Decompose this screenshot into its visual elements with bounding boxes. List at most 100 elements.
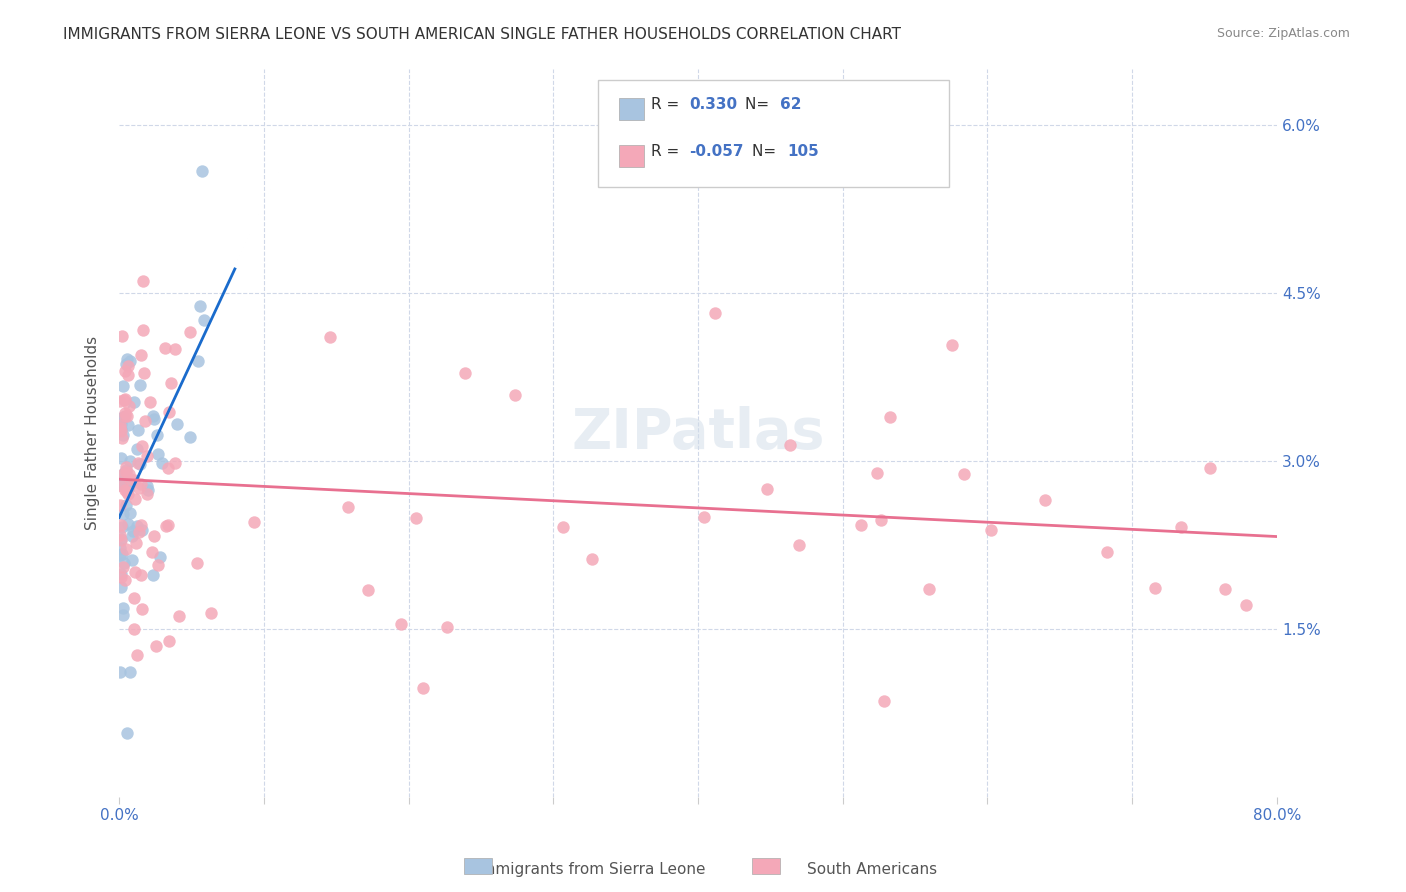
Point: [114, 357, 136, 371]
Point: [179, 326, 201, 340]
Point: [124, 395, 146, 409]
Point: [131, 476, 153, 491]
Point: [122, 623, 145, 637]
Point: [112, 410, 135, 425]
Point: [111, 467, 134, 481]
Point: [118, 399, 141, 413]
Point: [112, 560, 135, 574]
Point: [1213, 582, 1236, 597]
Point: [980, 523, 1002, 537]
Point: [118, 467, 141, 481]
Point: [118, 479, 141, 493]
Point: [115, 465, 138, 479]
Point: [115, 498, 138, 512]
Point: [118, 454, 141, 468]
Text: -0.057: -0.057: [689, 145, 744, 159]
Point: [704, 305, 727, 319]
Text: N=: N=: [752, 145, 782, 159]
Point: [112, 392, 135, 407]
Point: [870, 513, 893, 527]
Text: South Americans: South Americans: [807, 863, 936, 877]
Point: [125, 442, 148, 456]
Point: [125, 648, 148, 663]
Point: [114, 392, 136, 406]
Point: [1144, 581, 1167, 595]
Point: [111, 547, 134, 561]
Point: [114, 556, 136, 570]
Point: [142, 411, 165, 425]
Point: [918, 582, 941, 596]
Point: [131, 439, 153, 453]
Point: [145, 639, 167, 653]
Point: [112, 507, 135, 521]
Point: [454, 366, 477, 380]
Point: [150, 456, 173, 470]
Point: [131, 523, 153, 537]
Point: [157, 518, 180, 533]
Point: [131, 274, 153, 288]
Point: [136, 483, 159, 498]
Point: [117, 483, 139, 498]
Point: [110, 528, 132, 542]
Point: [134, 414, 156, 428]
Point: [127, 456, 149, 470]
Point: [142, 529, 165, 543]
Point: [165, 456, 187, 470]
Point: [157, 461, 180, 475]
Point: [167, 609, 190, 624]
Point: [129, 518, 152, 533]
Point: [110, 533, 132, 548]
Point: [165, 342, 187, 356]
Point: [110, 665, 132, 679]
Point: [114, 409, 136, 424]
Point: [111, 520, 134, 534]
Point: [117, 359, 139, 373]
Text: Immigrants from Sierra Leone: Immigrants from Sierra Leone: [475, 863, 706, 877]
Point: [879, 409, 901, 424]
Point: [125, 536, 148, 550]
Point: [111, 601, 134, 615]
Text: R =: R =: [651, 145, 685, 159]
Point: [155, 519, 177, 533]
Point: [117, 516, 139, 531]
Point: [110, 417, 132, 431]
Point: [149, 549, 172, 564]
Point: [242, 515, 264, 529]
Point: [110, 518, 132, 533]
Point: [142, 409, 165, 424]
Point: [153, 341, 176, 355]
Point: [118, 353, 141, 368]
Point: [110, 533, 132, 547]
Point: [112, 428, 135, 442]
Point: [110, 548, 132, 562]
Point: [779, 438, 801, 452]
Point: [148, 558, 170, 573]
Point: [117, 368, 139, 383]
Point: [110, 393, 132, 408]
Point: [157, 405, 180, 419]
Point: [179, 430, 201, 444]
Text: Source: ZipAtlas.com: Source: ZipAtlas.com: [1216, 27, 1350, 40]
Point: [129, 568, 152, 582]
Point: [129, 378, 152, 392]
Point: [412, 681, 434, 695]
Point: [115, 460, 138, 475]
Point: [114, 541, 136, 556]
Point: [357, 582, 380, 597]
Point: [756, 483, 779, 497]
Point: [131, 602, 153, 616]
Point: [114, 574, 136, 588]
Point: [122, 524, 145, 538]
Point: [186, 557, 208, 571]
Point: [505, 388, 527, 402]
Point: [110, 451, 132, 466]
Point: [110, 477, 132, 491]
Point: [110, 411, 132, 425]
Point: [160, 376, 183, 391]
Point: [190, 164, 212, 178]
Point: [146, 427, 169, 442]
Point: [128, 481, 150, 495]
Point: [125, 519, 148, 533]
Point: [117, 417, 139, 432]
Point: [124, 565, 146, 579]
